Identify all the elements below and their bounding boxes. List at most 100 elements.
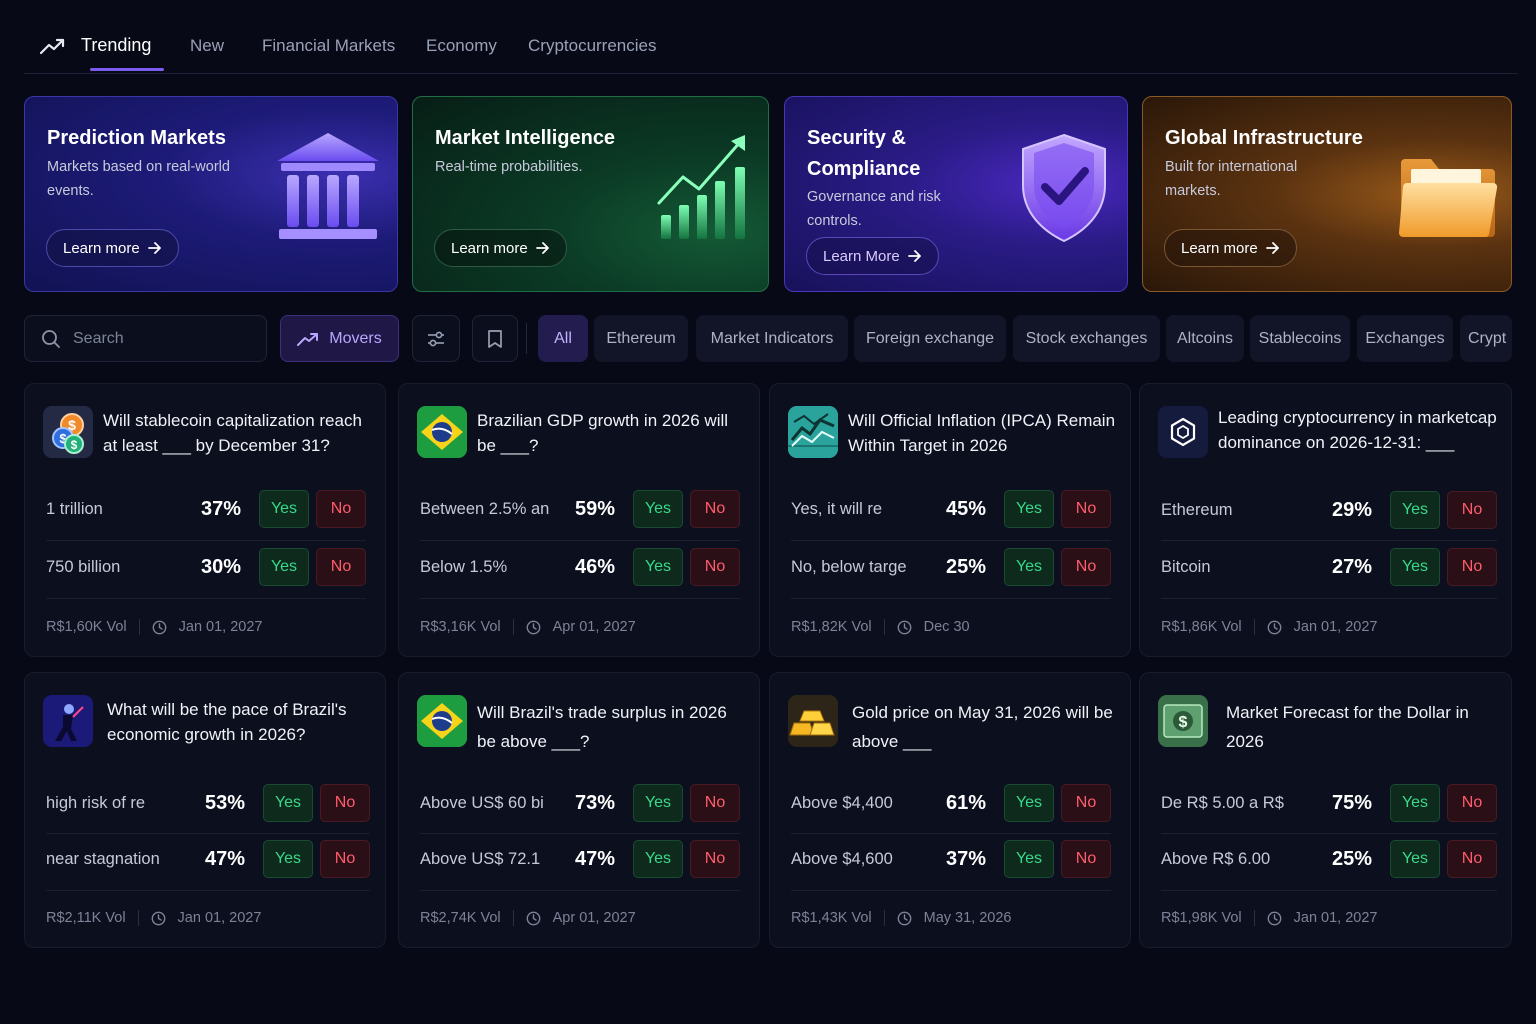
svg-text:$: $ bbox=[59, 431, 67, 446]
divider bbox=[420, 890, 740, 891]
no-button[interactable]: No bbox=[690, 548, 740, 586]
search-input[interactable] bbox=[73, 329, 243, 348]
market-title[interactable]: Gold price on May 31, 2026 will be above… bbox=[852, 703, 1113, 751]
clock-icon bbox=[526, 911, 541, 925]
outcome-probability: 30% bbox=[200, 556, 241, 578]
yes-button[interactable]: Yes bbox=[1004, 840, 1054, 878]
no-button[interactable]: No bbox=[1447, 548, 1497, 586]
market-card[interactable]: Brazilian GDP growth in 2026 will be ___… bbox=[398, 383, 760, 657]
no-button[interactable]: No bbox=[320, 840, 370, 878]
hexagon-crypto-icon bbox=[1158, 406, 1208, 458]
no-button[interactable]: No bbox=[1447, 784, 1497, 822]
outcome-probability: 29% bbox=[1331, 499, 1372, 521]
no-button[interactable]: No bbox=[1061, 840, 1111, 878]
no-button[interactable]: No bbox=[1061, 490, 1111, 528]
yes-button[interactable]: Yes bbox=[1390, 491, 1440, 529]
yes-button[interactable]: Yes bbox=[633, 840, 683, 878]
no-button[interactable]: No bbox=[690, 784, 740, 822]
svg-text:$: $ bbox=[68, 417, 76, 433]
no-button[interactable]: No bbox=[690, 840, 740, 878]
hero-card-security-compliance[interactable]: Security & Compliance Governance and risk… bbox=[784, 96, 1128, 292]
market-card[interactable]: $ Market Forecast for the Dollar in 2026… bbox=[1139, 672, 1512, 948]
market-footer: R$1,98K Vol Jan 01, 2027 bbox=[1161, 910, 1377, 926]
no-button[interactable]: No bbox=[316, 548, 366, 586]
market-card[interactable]: Leading cryptocurrency in marketcap domi… bbox=[1139, 383, 1512, 657]
chip-ethereum[interactable]: Ethereum bbox=[594, 315, 688, 362]
filter-settings-button[interactable] bbox=[412, 315, 460, 362]
market-title[interactable]: Market Forecast for the Dollar in 2026 bbox=[1226, 703, 1469, 751]
outcome-probability: 25% bbox=[1331, 848, 1372, 870]
outcome-row: Above US$ 72.1 47% Yes No bbox=[420, 840, 740, 880]
hero-card-market-intelligence[interactable]: Market Intelligence Real-time probabilit… bbox=[412, 96, 769, 292]
chip-all[interactable]: All bbox=[538, 315, 588, 362]
tab-financial-markets[interactable]: Financial Markets bbox=[262, 36, 396, 55]
no-button[interactable]: No bbox=[690, 490, 740, 528]
market-card[interactable]: What will be the pace of Brazil's econom… bbox=[24, 672, 386, 948]
yes-button[interactable]: Yes bbox=[259, 548, 309, 586]
no-button[interactable]: No bbox=[1061, 548, 1111, 586]
learn-more-button[interactable]: Learn More bbox=[806, 237, 939, 275]
chip-foreign-exchange[interactable]: Foreign exchange bbox=[854, 315, 1006, 362]
shield-check-icon bbox=[1022, 133, 1106, 243]
outcome-row: Yes, it will re 45% Yes No bbox=[791, 490, 1111, 530]
chip-market-indicators[interactable]: Market Indicators bbox=[696, 315, 848, 362]
learn-more-button[interactable]: Learn more bbox=[46, 229, 179, 267]
chip-stablecoins[interactable]: Stablecoins bbox=[1250, 315, 1350, 362]
divider bbox=[791, 833, 1111, 834]
outcome-label: near stagnation bbox=[46, 850, 160, 868]
yes-button[interactable]: Yes bbox=[633, 490, 683, 528]
yes-button[interactable]: Yes bbox=[259, 490, 309, 528]
divider bbox=[46, 598, 366, 599]
divider bbox=[46, 833, 370, 834]
coins-icon: $ $ $ bbox=[43, 406, 93, 458]
bookmark-button[interactable] bbox=[472, 315, 518, 362]
no-button[interactable]: No bbox=[1447, 840, 1497, 878]
learn-more-button[interactable]: Learn more bbox=[1164, 229, 1297, 267]
yes-button[interactable]: Yes bbox=[1390, 784, 1440, 822]
market-title[interactable]: Leading cryptocurrency in marketcap domi… bbox=[1218, 408, 1497, 452]
market-card[interactable]: Gold price on May 31, 2026 will be above… bbox=[769, 672, 1131, 948]
no-button[interactable]: No bbox=[316, 490, 366, 528]
market-card[interactable]: Will Brazil's trade surplus in 2026 be a… bbox=[398, 672, 760, 948]
yes-button[interactable]: Yes bbox=[1390, 548, 1440, 586]
movers-button[interactable]: Movers bbox=[280, 315, 399, 362]
no-button[interactable]: No bbox=[1061, 784, 1111, 822]
yes-button[interactable]: Yes bbox=[263, 840, 313, 878]
divider bbox=[1161, 598, 1497, 599]
learn-more-button[interactable]: Learn more bbox=[434, 229, 567, 267]
yes-button[interactable]: Yes bbox=[1390, 840, 1440, 878]
yes-button[interactable]: Yes bbox=[1004, 490, 1054, 528]
yes-button[interactable]: Yes bbox=[633, 548, 683, 586]
outcome-row: 750 billion 30% Yes No bbox=[46, 548, 366, 588]
yes-button[interactable]: Yes bbox=[263, 784, 313, 822]
tab-cryptocurrencies[interactable]: Cryptocurrencies bbox=[528, 36, 657, 55]
chip-exchanges[interactable]: Exchanges bbox=[1357, 315, 1453, 362]
chip-altcoins[interactable]: Altcoins bbox=[1166, 315, 1244, 362]
no-button[interactable]: No bbox=[1447, 491, 1497, 529]
market-title[interactable]: Will Brazil's trade surplus in 2026 be a… bbox=[477, 703, 727, 751]
growth-chart-icon bbox=[657, 135, 745, 239]
market-card[interactable]: $ $ $ Will stablecoin capitalization reach… bbox=[24, 383, 386, 657]
search-box[interactable] bbox=[24, 315, 267, 362]
yes-button[interactable]: Yes bbox=[1004, 784, 1054, 822]
top-nav: Trending New Financial Markets Economy C… bbox=[24, 24, 1518, 74]
divider bbox=[420, 598, 740, 599]
outcome-label: Above US$ 60 bi bbox=[420, 794, 544, 812]
yes-button[interactable]: Yes bbox=[1004, 548, 1054, 586]
tab-economy[interactable]: Economy bbox=[426, 36, 497, 55]
market-title[interactable]: Brazilian GDP growth in 2026 will be ___… bbox=[477, 411, 729, 455]
tab-trending[interactable]: Trending bbox=[81, 35, 152, 55]
hero-card-prediction-markets[interactable]: Prediction Markets Markets based on real… bbox=[24, 96, 398, 292]
market-title[interactable]: What will be the pace of Brazil's econom… bbox=[107, 700, 347, 744]
market-title[interactable]: Will stablecoin capitalization reach at … bbox=[103, 411, 362, 455]
outcome-row: De R$ 5.00 a R$ 75% Yes No bbox=[1161, 784, 1497, 824]
yes-button[interactable]: Yes bbox=[633, 784, 683, 822]
tab-new[interactable]: New bbox=[190, 36, 225, 55]
market-card[interactable]: Will Official Inflation (IPCA) Remain Wi… bbox=[769, 383, 1131, 657]
hero-card-global-infrastructure[interactable]: Global Infrastructure Built for internat… bbox=[1142, 96, 1512, 292]
arrow-right-icon bbox=[907, 250, 921, 262]
no-button[interactable]: No bbox=[320, 784, 370, 822]
chip-stock-exchanges[interactable]: Stock exchanges bbox=[1013, 315, 1160, 362]
market-title[interactable]: Will Official Inflation (IPCA) Remain Wi… bbox=[848, 411, 1116, 455]
chip-crypto[interactable]: Crypt bbox=[1460, 315, 1512, 362]
